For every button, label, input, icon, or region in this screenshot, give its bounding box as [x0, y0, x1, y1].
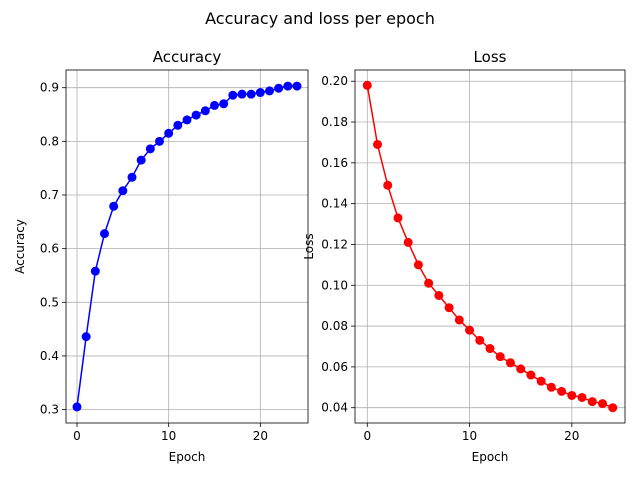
- y-tick-label: 0.3: [40, 403, 59, 417]
- data-point: [454, 315, 464, 325]
- data-point: [182, 115, 192, 125]
- data-point: [246, 89, 256, 99]
- y-tick-label: 0.12: [321, 237, 348, 251]
- data-point: [228, 90, 238, 100]
- data-point: [526, 370, 536, 380]
- data-point: [577, 392, 587, 402]
- y-tick-label: 0.5: [40, 295, 59, 309]
- y-tick-label: 0.4: [40, 349, 59, 363]
- data-point: [608, 403, 618, 413]
- data-point: [210, 100, 219, 110]
- data-point: [434, 290, 444, 300]
- data-point: [505, 358, 515, 368]
- data-point: [424, 278, 434, 288]
- data-point: [191, 110, 201, 120]
- data-point: [200, 106, 210, 116]
- data-point: [292, 81, 302, 91]
- x-tick-label: 0: [73, 429, 81, 443]
- data-point: [255, 88, 265, 98]
- x-tick-label: 20: [564, 429, 579, 443]
- data-point: [485, 344, 495, 354]
- data-point: [274, 83, 284, 93]
- data-point: [173, 120, 183, 130]
- y-tick-label: 0.10: [321, 278, 348, 292]
- axes-frame: [65, 69, 309, 424]
- data-point: [155, 136, 164, 146]
- data-point: [362, 80, 372, 90]
- series-line: [76, 85, 297, 408]
- data-point: [136, 155, 146, 165]
- y-tick-label: 0.9: [40, 81, 59, 95]
- data-point: [403, 237, 413, 247]
- data-point: [283, 81, 293, 91]
- data-point: [100, 229, 109, 239]
- data-point: [495, 352, 505, 362]
- y-tick-label: 0.18: [321, 115, 348, 129]
- x-tick-label: 10: [161, 429, 176, 443]
- data-point: [444, 303, 454, 313]
- x-axis-label: Epoch: [169, 450, 206, 464]
- y-tick-label: 0.8: [40, 134, 59, 148]
- data-point: [465, 325, 475, 335]
- y-tick-label: 0.08: [321, 319, 348, 333]
- axes-frame: [354, 69, 626, 424]
- loss-panel: 0 10 20 0.04 0.06 0.08 0.10 0.12 0.14 0.16 0.18 0.2…: [302, 48, 626, 464]
- y-axis-label: Loss: [302, 233, 316, 259]
- data-point: [587, 397, 597, 407]
- series-line: [366, 85, 614, 409]
- data-point: [393, 213, 403, 223]
- data-point: [127, 172, 137, 182]
- data-point: [546, 382, 556, 392]
- y-axis-label: Accuracy: [13, 219, 27, 274]
- y-tick-label: 0.06: [321, 360, 348, 374]
- y-tick-label: 0.6: [40, 242, 59, 256]
- data-point: [598, 399, 607, 409]
- figure-title: Accuracy and loss per epoch: [205, 9, 435, 28]
- data-point: [265, 86, 274, 96]
- data-point: [90, 266, 100, 276]
- x-tick-label: 0: [363, 429, 371, 443]
- axes-title: Loss: [474, 48, 507, 66]
- data-point: [383, 180, 393, 190]
- x-tick-label: 10: [462, 429, 477, 443]
- data-point: [72, 402, 82, 412]
- accuracy-panel: 0 10 20 0.3 0.4 0.5 0.6 0.7 0.8 0.9 Accuracy Epoch A…: [13, 48, 309, 464]
- data-point: [557, 386, 567, 396]
- y-tick-label: 0.16: [321, 156, 348, 170]
- data-point: [567, 390, 577, 400]
- data-point: [118, 186, 128, 196]
- data-point: [145, 144, 155, 154]
- data-point: [237, 89, 247, 99]
- data-point: [536, 376, 546, 386]
- y-tick-label: 0.7: [40, 188, 59, 202]
- y-tick-label: 0.14: [321, 197, 348, 211]
- data-point: [516, 364, 526, 374]
- y-tick-label: 0.04: [321, 401, 348, 415]
- x-tick-label: 20: [253, 429, 268, 443]
- data-point: [413, 260, 423, 270]
- data-point: [373, 139, 382, 149]
- x-axis-label: Epoch: [472, 450, 509, 464]
- data-point: [164, 128, 174, 138]
- y-tick-label: 0.20: [321, 74, 348, 88]
- data-point: [475, 335, 485, 345]
- data-point: [109, 201, 119, 211]
- data-point: [219, 99, 229, 109]
- data-point: [81, 332, 91, 342]
- axes-title: Accuracy: [153, 48, 222, 66]
